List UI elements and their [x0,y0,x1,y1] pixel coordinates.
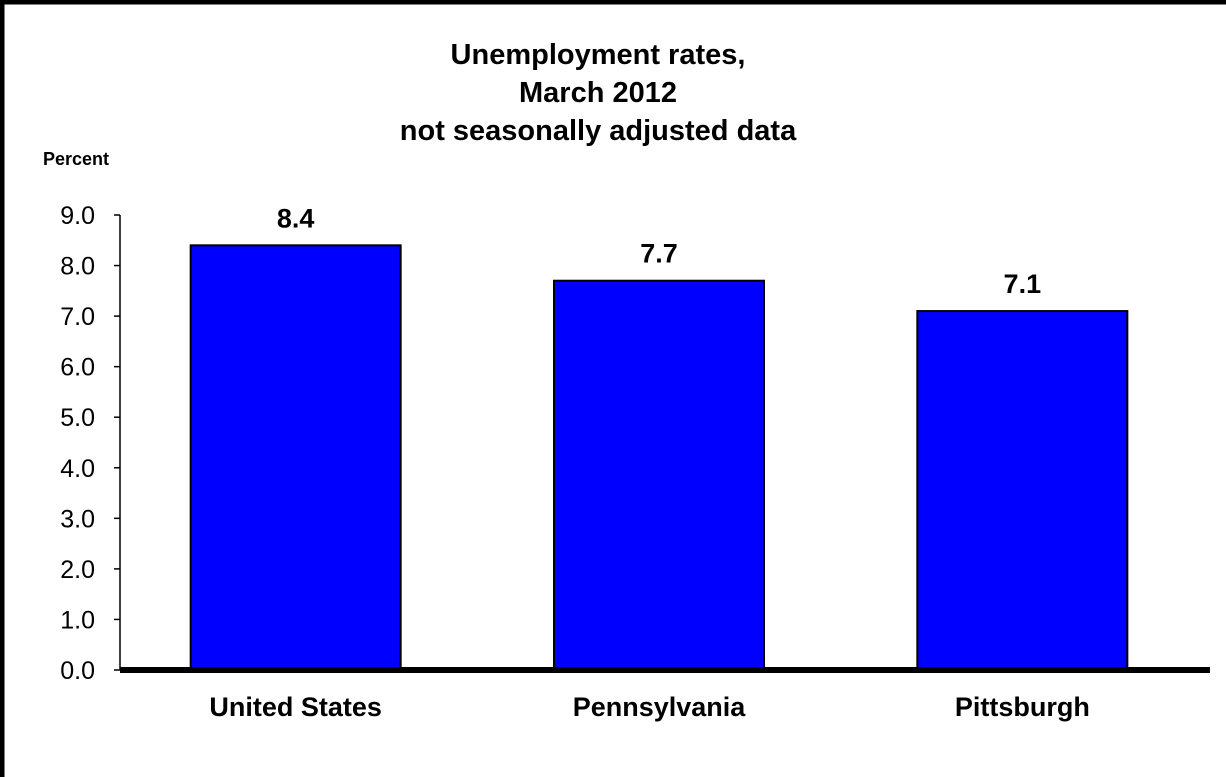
chart-title-line-3: not seasonally adjusted data [400,115,797,147]
bar-group [189,244,1129,671]
x-category-label: Pennsylvania [573,692,747,722]
bar [189,244,402,671]
bar [916,310,1129,671]
chart-title-line-2: March 2012 [519,77,677,109]
x-category-label: United States [209,692,382,722]
label-group: 8.4 United States 7.7 Pennsylvania 7.1 Pittsb… [209,203,1089,722]
y-axis-label: Percent [43,149,109,169]
y-tick-label: 6.0 [60,354,95,382]
bar-value-label: 7.7 [640,239,678,269]
y-tick-label: 0.0 [60,657,95,685]
bar [553,279,765,671]
y-tick-label: 5.0 [60,404,95,432]
bar-value-label: 7.1 [1004,269,1042,299]
y-tick-label: 4.0 [60,455,95,483]
axis-group: 0.0 1.0 2.0 3.0 4.0 5.0 6.0 7.0 8.0 9.0 [60,202,1210,685]
y-tick-label: 7.0 [60,303,95,331]
y-tick-label: 2.0 [60,556,95,584]
y-tick-label: 1.0 [60,606,95,634]
y-tick-label: 9.0 [60,202,95,230]
bar-value-label: 8.4 [277,203,315,233]
y-tick-label: 8.0 [60,253,95,281]
x-category-label: Pittsburgh [955,692,1090,722]
y-tick-label: 3.0 [60,505,95,533]
chart-title-line-1: Unemployment rates, [451,39,746,71]
